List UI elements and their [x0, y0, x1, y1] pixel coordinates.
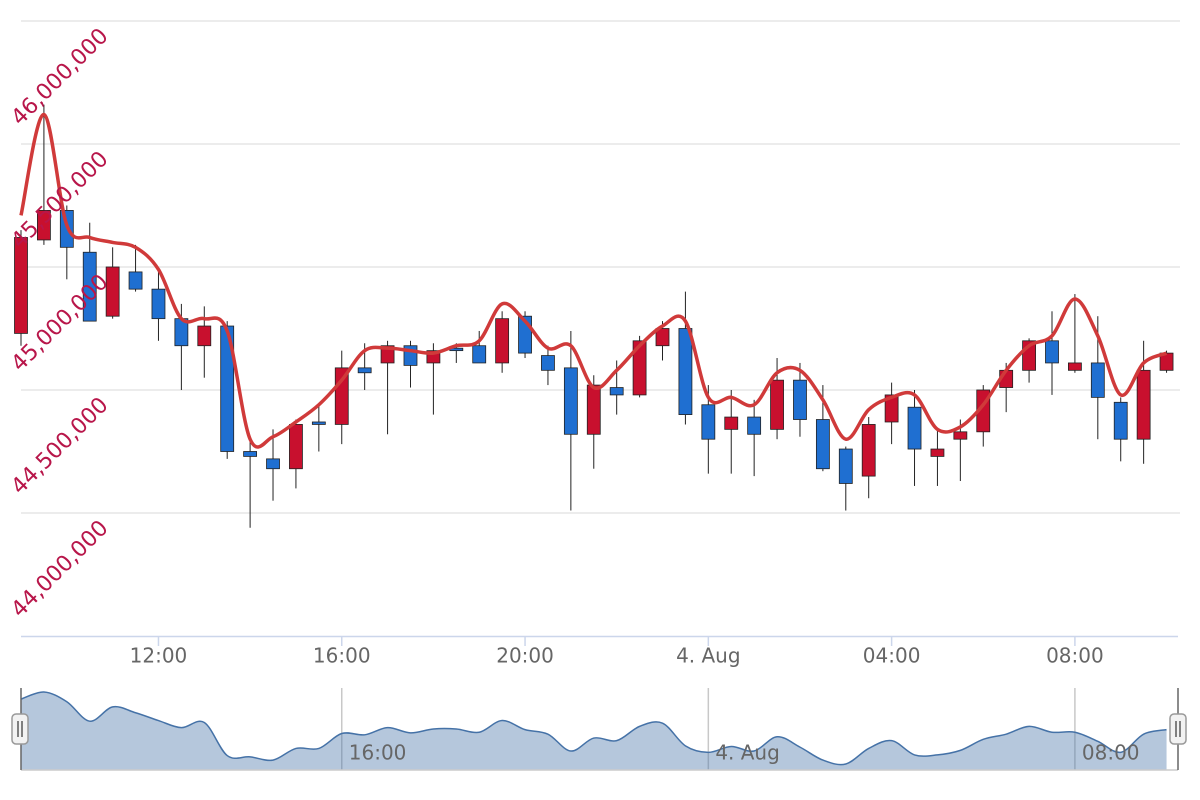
candle-body — [495, 318, 510, 364]
candle-body — [953, 431, 968, 440]
candle-body — [1090, 362, 1105, 398]
candle-body — [128, 271, 143, 290]
candle-body — [266, 458, 280, 470]
x-tick-label: 04:00 — [863, 644, 921, 668]
candle-body — [472, 345, 487, 364]
candle-body — [747, 416, 762, 435]
x-tick-label: 12:00 — [130, 644, 188, 668]
navigator-handle[interactable] — [1169, 713, 1187, 745]
candle-body — [357, 367, 372, 374]
x-tick-label: 16:00 — [313, 644, 371, 668]
navigator-line — [20, 691, 1167, 766]
navigator-area — [21, 691, 1167, 770]
candle-body — [1068, 362, 1082, 371]
x-tick-label: 08:00 — [1046, 644, 1104, 668]
candle-body — [770, 379, 784, 430]
candle-body — [907, 406, 922, 450]
navigator-tick-label: 4. Aug — [715, 741, 780, 765]
candle-body — [37, 210, 51, 241]
candle-body — [1136, 369, 1151, 440]
candle-body — [838, 448, 853, 484]
candle-body — [678, 328, 693, 415]
candle-body — [82, 251, 97, 322]
candle-body — [289, 424, 303, 470]
trend-line — [19, 112, 1168, 449]
candle-body — [14, 237, 28, 334]
candle-body — [105, 266, 120, 317]
candle-body — [609, 387, 624, 396]
plot — [14, 104, 1174, 528]
candle-body — [197, 325, 212, 347]
candle-body — [701, 404, 716, 440]
candle-body — [563, 367, 578, 435]
navigator-tick-label: 08:00 — [1082, 741, 1140, 765]
candle-body — [815, 419, 830, 470]
navigator-tick-label: 16:00 — [349, 741, 407, 765]
candle-body — [930, 448, 945, 457]
x-tick-label: 20:00 — [496, 644, 554, 668]
candle-body — [655, 328, 670, 347]
candle-body — [311, 421, 326, 425]
navigator: 16:00 4. Aug 08:00 — [11, 688, 1187, 771]
candle-body — [884, 394, 899, 423]
candle-body — [793, 379, 807, 420]
candle-body — [220, 325, 235, 452]
navigator-handle[interactable] — [11, 713, 29, 745]
candle-body — [541, 355, 555, 371]
x-tick-label: 4. Aug — [676, 644, 741, 668]
candle-body — [1113, 401, 1128, 440]
candle-body — [1045, 340, 1059, 364]
candle-body — [724, 416, 739, 430]
candle-body — [632, 340, 647, 396]
candle-body — [151, 288, 166, 320]
candle-body — [243, 451, 258, 457]
candle-body — [586, 384, 601, 435]
candle-body — [861, 424, 876, 477]
